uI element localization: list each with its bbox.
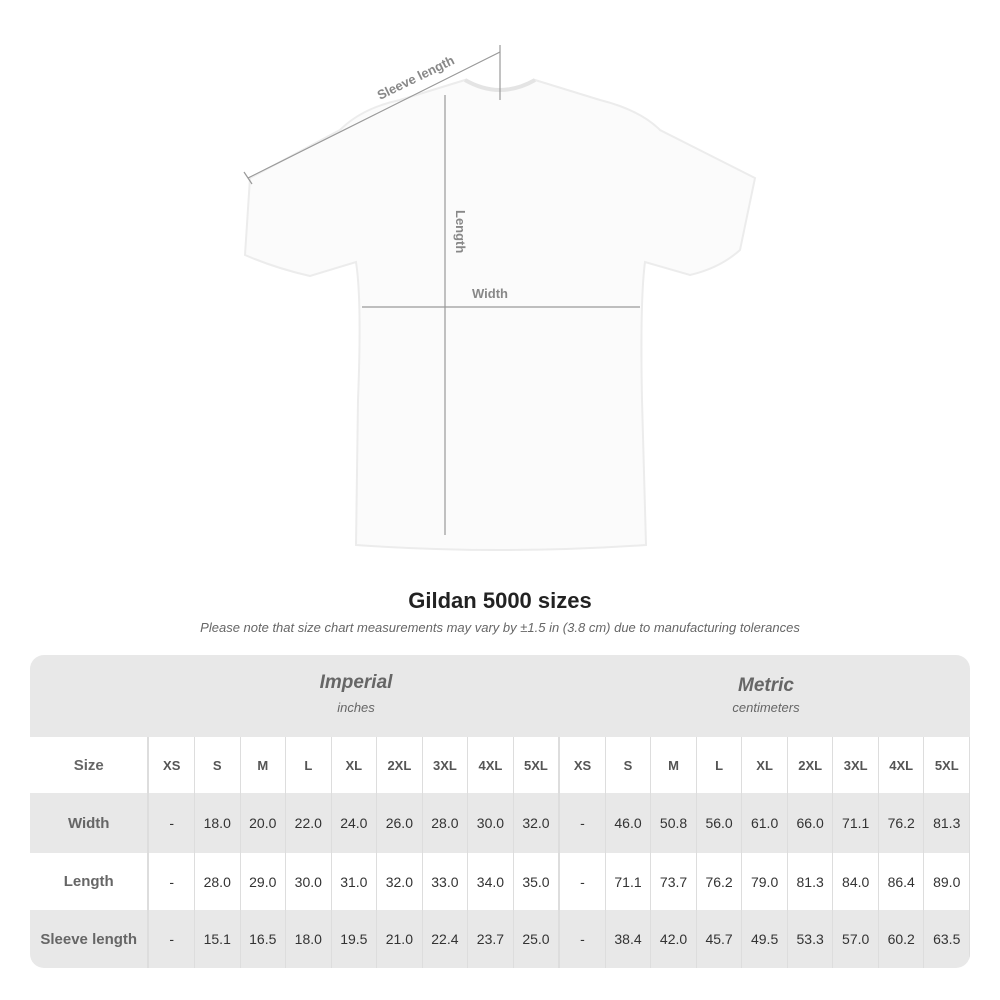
value-cell: 26.0 (377, 793, 423, 853)
value-cell: 60.2 (879, 910, 925, 968)
value-cell: 89.0 (924, 853, 970, 910)
metric-title: Metric (738, 675, 794, 696)
size-header: 5XL (514, 737, 561, 793)
row-label: Width (30, 793, 150, 853)
value-cell: 30.0 (468, 793, 514, 853)
value-cell: 76.2 (879, 793, 925, 853)
value-cell: 49.5 (742, 910, 788, 968)
size-header: 3XL (423, 737, 469, 793)
value-cell: 18.0 (286, 910, 332, 968)
value-cell: 31.0 (332, 853, 378, 910)
row-label: Size (30, 737, 150, 793)
size-header: M (651, 737, 697, 793)
value-cell: 73.7 (651, 853, 697, 910)
value-cell: 25.0 (514, 910, 561, 968)
value-cell: 56.0 (697, 793, 743, 853)
table-row: Sleeve length -15.1 16.5 18.0 19.5 21.0 22.4 23… (30, 910, 970, 968)
width-label: Width (472, 286, 508, 301)
imperial-header: Imperial inches (150, 655, 562, 737)
size-header: XS (560, 737, 606, 793)
value-cell: 79.0 (742, 853, 788, 910)
value-cell: - (560, 910, 606, 968)
value-cell: 61.0 (742, 793, 788, 853)
imperial-unit: inches (337, 700, 375, 715)
size-header: M (241, 737, 287, 793)
value-cell: 50.8 (651, 793, 697, 853)
value-cell: - (560, 793, 606, 853)
value-cell: 71.1 (606, 853, 652, 910)
size-header: 3XL (833, 737, 879, 793)
value-cell: 19.5 (332, 910, 378, 968)
value-cell: 84.0 (833, 853, 879, 910)
row-label: Sleeve length (30, 910, 150, 968)
value-cell: 76.2 (697, 853, 743, 910)
value-cell: 66.0 (788, 793, 834, 853)
value-cell: 32.0 (514, 793, 561, 853)
size-header: 4XL (879, 737, 925, 793)
value-cell: 21.0 (377, 910, 423, 968)
value-cell: 71.1 (833, 793, 879, 853)
tshirt-shape (243, 78, 757, 551)
value-cell: 38.4 (606, 910, 652, 968)
value-cell: 53.3 (788, 910, 834, 968)
value-cell: - (560, 853, 606, 910)
tshirt-diagram: Sleeve length Length Width (243, 45, 757, 551)
size-header: 2XL (377, 737, 423, 793)
value-cell: 16.5 (241, 910, 287, 968)
value-cell: 35.0 (514, 853, 561, 910)
value-cell: 86.4 (879, 853, 925, 910)
value-cell: 15.1 (195, 910, 241, 968)
value-cell: 28.0 (423, 793, 469, 853)
value-cell: - (149, 910, 195, 968)
value-cell: 81.3 (788, 853, 834, 910)
size-header: XL (332, 737, 378, 793)
value-cell: 32.0 (377, 853, 423, 910)
value-cell: 46.0 (606, 793, 652, 853)
value-cell: 45.7 (697, 910, 743, 968)
value-cell: 22.4 (423, 910, 469, 968)
size-header: 5XL (924, 737, 970, 793)
value-cell: 29.0 (241, 853, 287, 910)
value-cell: 23.7 (468, 910, 514, 968)
size-header: S (606, 737, 652, 793)
value-cell: 57.0 (833, 910, 879, 968)
imperial-title: Imperial (319, 672, 393, 693)
size-header: 4XL (468, 737, 514, 793)
value-cell: 22.0 (286, 793, 332, 853)
size-header-row: Size XS S M L XL 2XL 3XL 4XL 5XL XS S M L XL 2XL 3XL 4XL 5… (30, 737, 970, 793)
size-header: 2XL (788, 737, 834, 793)
value-cell: 81.3 (924, 793, 970, 853)
value-cell: 34.0 (468, 853, 514, 910)
row-label: Length (30, 853, 150, 910)
chart-title: Gildan 5000 sizes (408, 588, 592, 613)
size-header: L (286, 737, 332, 793)
size-header: S (195, 737, 241, 793)
metric-header: Metric centimeters (562, 655, 970, 737)
size-header: L (697, 737, 743, 793)
value-cell: 63.5 (924, 910, 970, 968)
value-cell: - (149, 853, 195, 910)
value-cell: 20.0 (241, 793, 287, 853)
value-cell: 42.0 (651, 910, 697, 968)
size-header: XS (149, 737, 195, 793)
size-table: Imperial inches Metric centimeters Size X… (30, 655, 970, 968)
table-row: Width -18.0 20.0 22.0 24.0 26.0 28.0 30.0 32.0-4… (30, 793, 970, 853)
value-cell: 28.0 (195, 853, 241, 910)
value-cell: - (149, 793, 195, 853)
value-cell: 33.0 (423, 853, 469, 910)
table-row: Length -28.0 29.0 30.0 31.0 32.0 33.0 34.0 35.0-… (30, 853, 970, 910)
tolerance-note: Please note that size chart measurements… (200, 620, 800, 635)
size-header: XL (742, 737, 788, 793)
metric-unit: centimeters (732, 700, 800, 715)
measurement-lines (243, 45, 640, 535)
value-cell: 18.0 (195, 793, 241, 853)
value-cell: 24.0 (332, 793, 378, 853)
length-label: Length (453, 210, 468, 253)
value-cell: 30.0 (286, 853, 332, 910)
